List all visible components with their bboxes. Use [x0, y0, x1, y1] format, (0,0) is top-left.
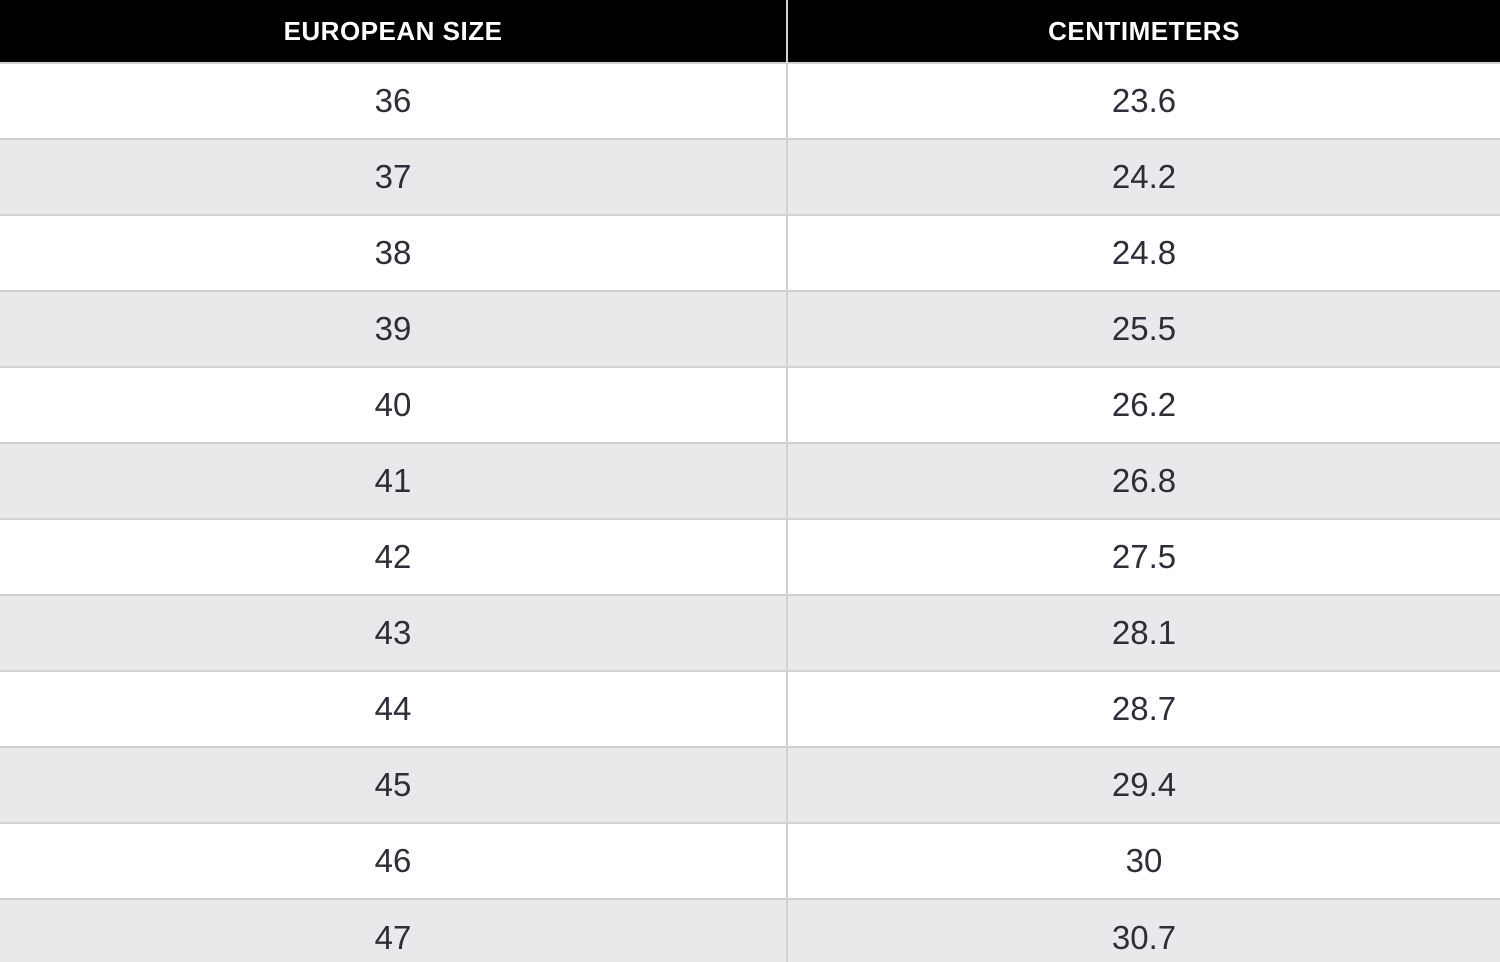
cm-value-cell: 30.7	[787, 898, 1500, 962]
cm-value-cell: 27.5	[787, 518, 1500, 595]
cm-value-cell: 30	[787, 822, 1500, 899]
eu-size-cell: 45	[0, 746, 788, 823]
cm-value-cell: 26.8	[787, 442, 1500, 519]
column-header-centimeters: CENTIMETERS	[787, 0, 1500, 63]
table-row: 47 30.7	[0, 898, 1500, 962]
table-row: 40 26.2	[0, 366, 1500, 443]
eu-size-cell: 36	[0, 62, 788, 139]
eu-size-cell: 39	[0, 290, 788, 367]
table-row: 46 30	[0, 822, 1500, 899]
table-row: 42 27.5	[0, 518, 1500, 595]
table-row: 44 28.7	[0, 670, 1500, 747]
table-row: 41 26.8	[0, 442, 1500, 519]
cm-value-cell: 29.4	[787, 746, 1500, 823]
eu-size-cell: 38	[0, 214, 788, 291]
eu-size-cell: 40	[0, 366, 788, 443]
table-row: 45 29.4	[0, 746, 1500, 823]
header-row: EUROPEAN SIZE CENTIMETERS	[0, 0, 1500, 63]
table-row: 37 24.2	[0, 138, 1500, 215]
eu-size-cell: 41	[0, 442, 788, 519]
table-row: 38 24.8	[0, 214, 1500, 291]
eu-size-cell: 46	[0, 822, 788, 899]
table-row: 43 28.1	[0, 594, 1500, 671]
cm-value-cell: 28.7	[787, 670, 1500, 747]
table-row: 39 25.5	[0, 290, 1500, 367]
column-header-european-size: EUROPEAN SIZE	[0, 0, 788, 63]
eu-size-cell: 47	[0, 898, 788, 962]
cm-value-cell: 24.2	[787, 138, 1500, 215]
table-header: EUROPEAN SIZE CENTIMETERS	[0, 0, 1500, 63]
cm-value-cell: 25.5	[787, 290, 1500, 367]
cm-value-cell: 24.8	[787, 214, 1500, 291]
eu-size-cell: 44	[0, 670, 788, 747]
cm-value-cell: 28.1	[787, 594, 1500, 671]
table-body: 36 23.6 37 24.2 38 24.8 39 25.5 40 26.2 …	[0, 62, 1500, 962]
eu-size-cell: 43	[0, 594, 788, 671]
cm-value-cell: 23.6	[787, 62, 1500, 139]
eu-size-cell: 42	[0, 518, 788, 595]
eu-size-cell: 37	[0, 138, 788, 215]
table-row: 36 23.6	[0, 62, 1500, 139]
cm-value-cell: 26.2	[787, 366, 1500, 443]
